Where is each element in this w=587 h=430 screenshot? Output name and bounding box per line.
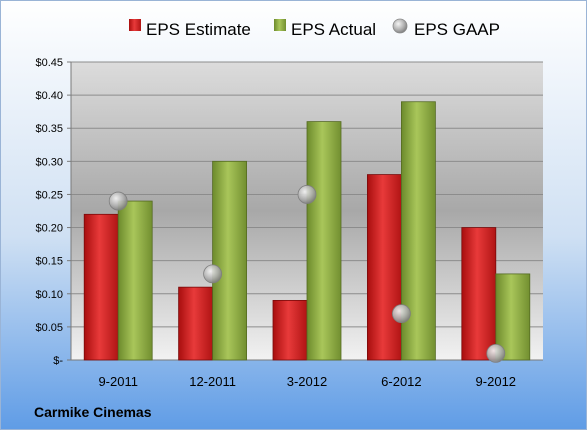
legend-item-eps-estimate: EPS Estimate	[129, 19, 251, 39]
y-axis-ticks: $- $0.05 $0.10 $0.15 $0.20 $0.25 $0.30 $0.35 $0.…	[35, 57, 72, 367]
bar-eps-actual-9-2012	[495, 273, 531, 361]
x-category-label: 6-2012	[381, 374, 421, 389]
point-eps-gaap-6-2012	[391, 304, 411, 324]
y-tick-label: $0.35	[35, 123, 63, 135]
y-tick-label: $0.10	[35, 289, 63, 301]
company-name: Carmike Cinemas	[34, 404, 152, 420]
point-eps-gaap-3-2012	[297, 185, 317, 204]
legend: EPS Estimate EPS Actual EPS GAAP	[129, 18, 500, 39]
y-tick-label: $-	[53, 355, 63, 367]
legend-label-eps-gaap: EPS GAAP	[414, 20, 500, 39]
y-tick-label: $0.45	[35, 57, 63, 69]
bar-eps-estimate-9-2012	[461, 227, 497, 361]
legend-swatch-eps-gaap	[392, 18, 408, 34]
x-category-label: 3-2012	[287, 374, 327, 389]
bar-eps-estimate-3-2012	[272, 299, 308, 361]
x-axis-categories: 9-2011 12-2011 3-2012 6-2012 9-2012	[98, 374, 516, 389]
bar-eps-estimate-6-2012	[366, 174, 402, 361]
y-tick-label: $0.05	[35, 322, 63, 334]
bar-eps-estimate-12-2011	[178, 286, 214, 361]
legend-swatch-eps-actual	[274, 19, 286, 31]
y-tick-label: $0.25	[35, 189, 63, 201]
legend-label-eps-estimate: EPS Estimate	[146, 20, 251, 39]
legend-label-eps-actual: EPS Actual	[291, 20, 376, 39]
gaap-points	[108, 185, 506, 363]
y-tick-label: $0.30	[35, 156, 63, 168]
bar-eps-actual-3-2012	[306, 121, 342, 361]
y-tick-label: $0.15	[35, 256, 63, 268]
point-eps-gaap-12-2011	[203, 264, 223, 284]
y-tick-label: $0.20	[35, 223, 63, 235]
bars	[83, 101, 531, 361]
bar-eps-actual-9-2011	[117, 200, 153, 361]
legend-item-eps-actual: EPS Actual	[274, 19, 376, 39]
legend-swatch-eps-estimate	[129, 19, 141, 31]
y-tick-label: $0.40	[35, 90, 63, 102]
legend-item-eps-gaap: EPS GAAP	[392, 18, 500, 39]
point-eps-gaap-9-2012	[486, 343, 506, 363]
x-category-label: 9-2012	[476, 374, 516, 389]
x-category-label: 12-2011	[189, 374, 236, 389]
bar-eps-estimate-9-2011	[83, 213, 119, 361]
x-category-label: 9-2011	[98, 374, 138, 389]
bar-eps-actual-12-2011	[212, 160, 248, 361]
point-eps-gaap-9-2011	[108, 191, 128, 211]
